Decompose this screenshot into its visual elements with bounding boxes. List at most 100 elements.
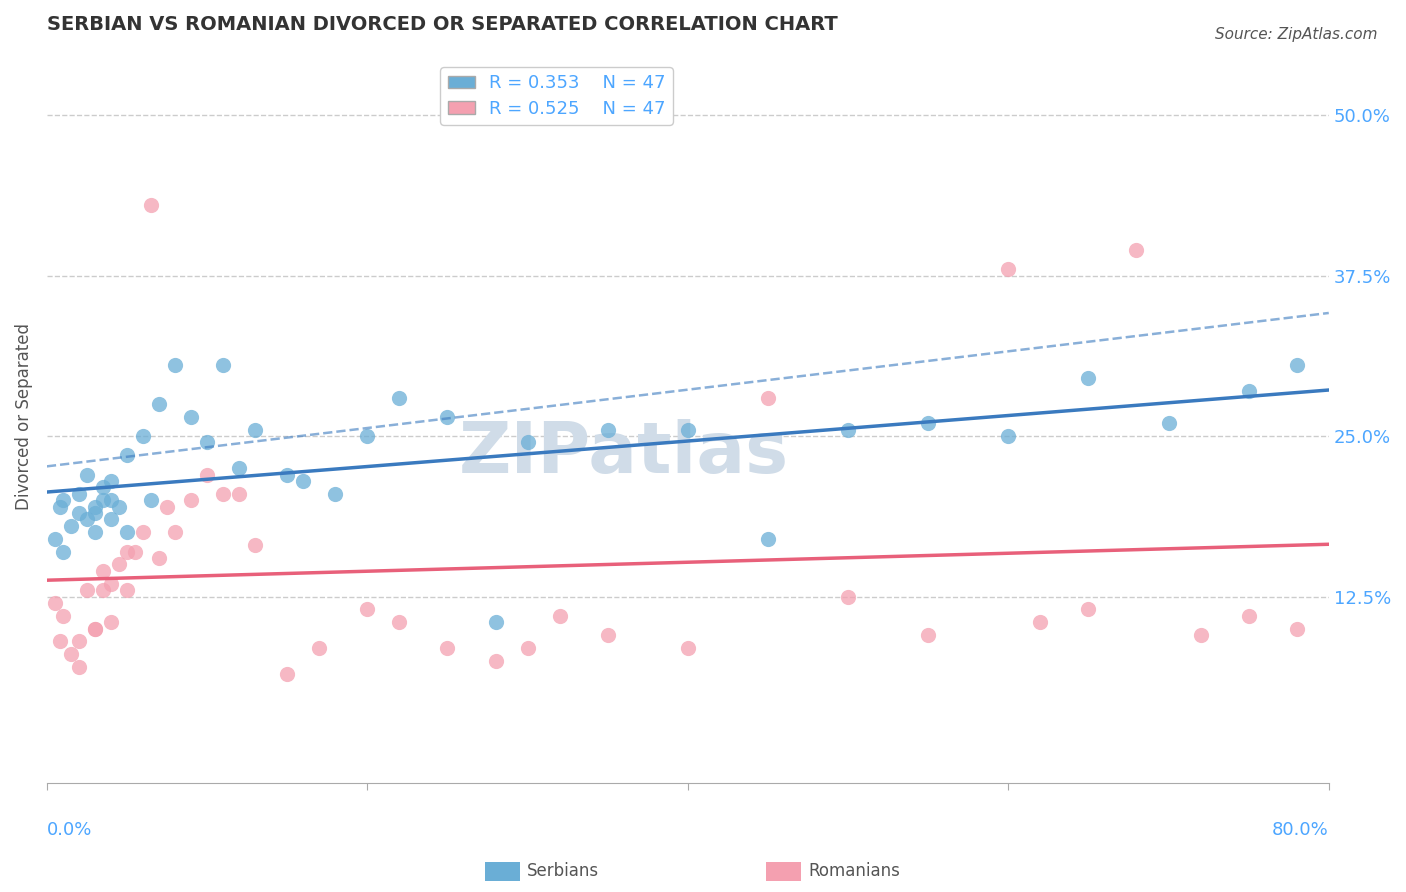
Y-axis label: Divorced or Separated: Divorced or Separated [15, 323, 32, 510]
Point [837, 423, 859, 437]
Point [91, 493, 114, 508]
Point [48, 500, 70, 514]
Point [308, 640, 330, 655]
Point [44, 532, 66, 546]
Point [195, 467, 218, 482]
Point [228, 487, 250, 501]
Text: Serbians: Serbians [527, 863, 599, 880]
Point [100, 576, 122, 591]
Point [100, 493, 122, 508]
Text: Romanians: Romanians [808, 863, 900, 880]
Point [388, 391, 411, 405]
Point [548, 608, 571, 623]
Point [132, 525, 155, 540]
Point [1237, 608, 1260, 623]
Point [756, 391, 779, 405]
Point [837, 590, 859, 604]
Point [676, 423, 699, 437]
Point [124, 544, 146, 558]
Point [1285, 622, 1308, 636]
Point [1157, 416, 1180, 430]
Point [76, 512, 98, 526]
Point [59, 519, 82, 533]
Point [323, 487, 346, 501]
Text: 80.0%: 80.0% [1272, 822, 1329, 839]
Point [1237, 384, 1260, 398]
Point [115, 448, 138, 462]
Point [212, 487, 235, 501]
Point [356, 602, 378, 616]
Point [115, 525, 138, 540]
Point [84, 500, 107, 514]
Point [997, 429, 1019, 443]
Point [115, 583, 138, 598]
Point [676, 640, 699, 655]
Point [245, 538, 267, 552]
Text: SERBIAN VS ROMANIAN DIVORCED OR SEPARATED CORRELATION CHART: SERBIAN VS ROMANIAN DIVORCED OR SEPARATE… [46, 15, 838, 34]
Point [484, 615, 506, 630]
Point [516, 640, 538, 655]
Point [108, 500, 131, 514]
Point [276, 666, 298, 681]
Point [67, 634, 90, 648]
Point [91, 480, 114, 494]
Point [84, 506, 107, 520]
Point [100, 615, 122, 630]
Point [67, 487, 90, 501]
Point [436, 640, 458, 655]
Point [67, 506, 90, 520]
Point [48, 634, 70, 648]
Point [1077, 602, 1099, 616]
Point [388, 615, 411, 630]
Point [91, 583, 114, 598]
Point [228, 461, 250, 475]
Point [276, 467, 298, 482]
Text: Source: ZipAtlas.com: Source: ZipAtlas.com [1215, 27, 1378, 42]
Point [195, 435, 218, 450]
Point [1077, 371, 1099, 385]
Point [108, 558, 131, 572]
Point [292, 474, 315, 488]
Point [756, 532, 779, 546]
Point [516, 435, 538, 450]
Point [132, 429, 155, 443]
Point [356, 429, 378, 443]
Point [52, 608, 75, 623]
Point [1029, 615, 1052, 630]
Legend: R = 0.353    N = 47, R = 0.525    N = 47: R = 0.353 N = 47, R = 0.525 N = 47 [440, 67, 673, 125]
Point [148, 397, 170, 411]
Point [148, 551, 170, 566]
Point [165, 525, 187, 540]
Point [212, 359, 235, 373]
Point [1125, 243, 1147, 257]
Point [76, 583, 98, 598]
Point [52, 493, 75, 508]
Point [91, 564, 114, 578]
Point [917, 628, 939, 642]
Point [180, 493, 202, 508]
Text: 0.0%: 0.0% [46, 822, 93, 839]
Point [436, 409, 458, 424]
Text: ZIPatlas: ZIPatlas [458, 419, 789, 488]
Point [997, 262, 1019, 277]
Point [52, 544, 75, 558]
Point [1285, 359, 1308, 373]
Point [67, 660, 90, 674]
Point [76, 467, 98, 482]
Point [84, 622, 107, 636]
Point [180, 409, 202, 424]
Point [44, 596, 66, 610]
Point [156, 500, 179, 514]
Point [165, 359, 187, 373]
Point [917, 416, 939, 430]
Point [100, 512, 122, 526]
Point [84, 525, 107, 540]
Point [484, 654, 506, 668]
Point [596, 628, 619, 642]
Point [139, 198, 162, 212]
Point [245, 423, 267, 437]
Point [59, 648, 82, 662]
Point [596, 423, 619, 437]
Point [84, 622, 107, 636]
Point [139, 493, 162, 508]
